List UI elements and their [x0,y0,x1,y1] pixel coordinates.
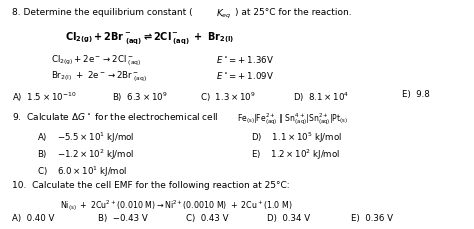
Text: ) at 25°C for the reaction.: ) at 25°C for the reaction. [235,8,351,16]
Text: A)    $-5.5 \times 10^1$ kJ/mol: A) $-5.5 \times 10^1$ kJ/mol [37,131,135,145]
Text: C)  0.43 V: C) 0.43 V [186,213,228,222]
Text: $\mathrm{Ni_{(s)}\ +\ 2Cu^{2+}(0.010\ M) \rightarrow Ni^{2+}(0.0010\ M)\ +\ 2Cu^: $\mathrm{Ni_{(s)}\ +\ 2Cu^{2+}(0.010\ M)… [61,198,293,213]
Text: C)    $6.0 \times 10^1$ kJ/mol: C) $6.0 \times 10^1$ kJ/mol [37,164,128,178]
Text: $\mathrm{Br_{2(l)}\ +\ 2e^- \rightarrow 2Br^-_{\ (aq)}}$: $\mathrm{Br_{2(l)}\ +\ 2e^- \rightarrow … [51,70,147,84]
Text: $E^\circ\!=\!+1.36\mathrm{V}$: $E^\circ\!=\!+1.36\mathrm{V}$ [216,53,274,64]
Text: A)  0.40 V: A) 0.40 V [12,213,54,222]
Text: B)  $6.3 \times 10^9$: B) $6.3 \times 10^9$ [111,90,167,103]
Text: B)  −0.43 V: B) −0.43 V [98,213,147,222]
Text: E)    $1.2 \times 10^2$ kJ/mol: E) $1.2 \times 10^2$ kJ/mol [251,147,340,161]
Text: B)    $-1.2 \times 10^2$ kJ/mol: B) $-1.2 \times 10^2$ kJ/mol [37,147,134,161]
Text: $\mathbf{Cl_{2(g)} + 2Br^-_{\ (aq)} \rightleftharpoons 2Cl^-_{\ (aq)}\ +\ Br_{2(: $\mathbf{Cl_{2(g)} + 2Br^-_{\ (aq)} \rig… [65,30,234,46]
Text: 8. Determine the equilibrium constant (: 8. Determine the equilibrium constant ( [12,8,192,16]
Text: $\mathrm{Fe_{(s)}}|\mathrm{Fe^{2+}_{(aq)}}\ \|\ \mathrm{Sn^{4+}_{(aq)}}|\mathrm{: $\mathrm{Fe_{(s)}}|\mathrm{Fe^{2+}_{(aq)… [237,111,348,126]
Text: D)  $8.1 \times 10^4$: D) $8.1 \times 10^4$ [293,90,349,103]
Text: $K_{eq}$: $K_{eq}$ [216,8,232,21]
Text: $E^\circ\!=\!+1.09\mathrm{V}$: $E^\circ\!=\!+1.09\mathrm{V}$ [216,70,274,81]
Text: 9.  Calculate $\Delta G^\circ$ for the electrochemical cell: 9. Calculate $\Delta G^\circ$ for the el… [12,111,219,122]
Text: D)  0.34 V: D) 0.34 V [267,213,310,222]
Text: C)  $1.3 \times 10^9$: C) $1.3 \times 10^9$ [200,90,255,103]
Text: E)  0.36 V: E) 0.36 V [351,213,393,222]
Text: D)    $1.1 \times 10^5$ kJ/mol: D) $1.1 \times 10^5$ kJ/mol [251,131,342,145]
Text: E)  9.8: E) 9.8 [402,90,429,99]
Text: $\mathrm{Cl_{2(g)} + 2e^- \rightarrow 2Cl^-_{\ (aq)}}$: $\mathrm{Cl_{2(g)} + 2e^- \rightarrow 2C… [51,53,142,67]
Text: 10.  Calculate the cell EMF for the following reaction at 25°C:: 10. Calculate the cell EMF for the follo… [12,180,289,189]
Text: A)  $1.5 \times 10^{-10}$: A) $1.5 \times 10^{-10}$ [12,90,76,103]
